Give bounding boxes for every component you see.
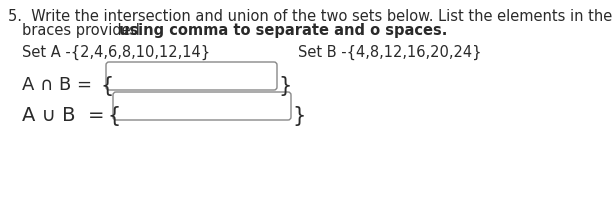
Text: Set B -{4,8,12,16,20,24}: Set B -{4,8,12,16,20,24} bbox=[298, 45, 481, 60]
FancyBboxPatch shape bbox=[113, 92, 291, 120]
Text: braces provided: braces provided bbox=[22, 23, 144, 38]
Text: Set A -{2,4,6,8,10,12,14}: Set A -{2,4,6,8,10,12,14} bbox=[22, 45, 210, 60]
Text: }: } bbox=[278, 76, 291, 96]
Text: {: { bbox=[100, 76, 113, 96]
Text: 5.  Write the intersection and union of the two sets below. List the elements in: 5. Write the intersection and union of t… bbox=[8, 9, 612, 24]
FancyBboxPatch shape bbox=[106, 62, 277, 90]
Text: }: } bbox=[292, 106, 305, 126]
Text: A ∩ B =: A ∩ B = bbox=[22, 76, 98, 94]
Text: {: { bbox=[107, 106, 120, 126]
Text: A ∪ B  =: A ∪ B = bbox=[22, 106, 104, 125]
Text: using comma to separate and o spaces.: using comma to separate and o spaces. bbox=[119, 23, 448, 38]
